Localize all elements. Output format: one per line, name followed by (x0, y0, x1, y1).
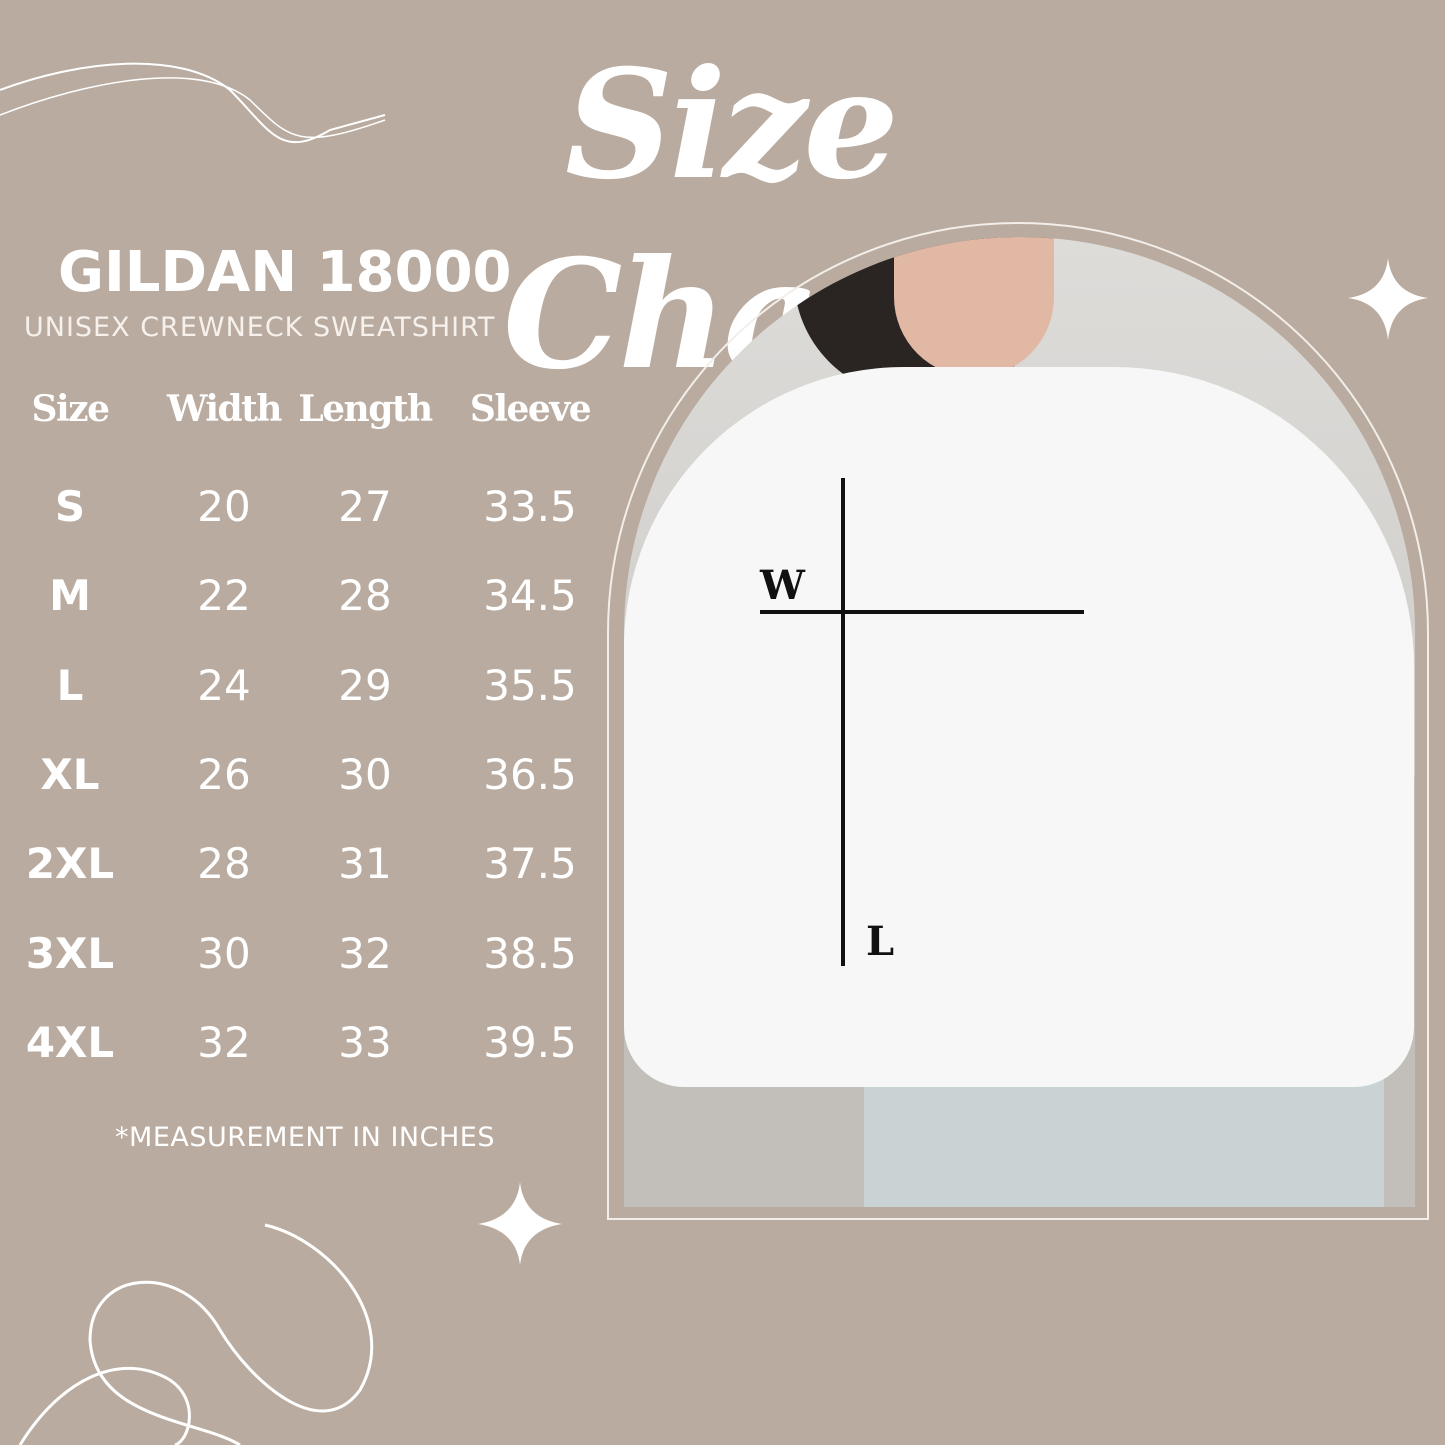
cell-width: 24 (197, 660, 251, 710)
cell-sleeve: 38.5 (483, 928, 577, 978)
measurement-note: *MEASUREMENT IN INCHES (115, 1122, 495, 1153)
width-measure-line (760, 610, 1084, 614)
cell-size: M (49, 571, 91, 621)
cell-sleeve: 36.5 (483, 749, 577, 799)
brand-model: GILDAN 18000 (58, 240, 512, 305)
face (894, 237, 1054, 377)
cell-width: 22 (197, 571, 251, 621)
cell-size: L (56, 660, 84, 710)
cell-length: 33 (338, 1017, 392, 1067)
cell-width: 32 (197, 1017, 251, 1067)
cell-width: 30 (197, 928, 251, 978)
header-sleeve: Sleeve (469, 388, 592, 430)
length-measure-line (841, 478, 845, 966)
cell-size: S (54, 482, 86, 531)
header-width: Width (167, 388, 282, 430)
sweatshirt (624, 367, 1414, 1087)
cell-size: XL (40, 749, 100, 799)
cell-length: 30 (338, 749, 392, 799)
cell-length: 31 (338, 839, 392, 889)
sparkle-icon (1348, 258, 1428, 340)
cell-sleeve: 39.5 (483, 1017, 577, 1067)
cell-size: 4XL (25, 1017, 115, 1067)
cell-length: 32 (338, 928, 392, 978)
cell-width: 26 (197, 749, 251, 799)
model-photo (624, 237, 1415, 1207)
cell-length: 28 (338, 571, 392, 621)
cell-sleeve: 35.5 (483, 660, 577, 710)
header-size: Size (31, 388, 110, 430)
arch-frame (607, 222, 1429, 1220)
cell-sleeve: 34.5 (483, 571, 577, 621)
cell-sleeve: 33.5 (483, 482, 577, 531)
sparkle-icon (478, 1182, 562, 1265)
length-label: L (866, 918, 895, 965)
cell-sleeve: 37.5 (483, 839, 577, 889)
cell-width: 20 (197, 482, 251, 531)
cell-width: 28 (197, 839, 251, 889)
cell-size: 3XL (25, 928, 115, 978)
header-length: Length (298, 388, 433, 430)
cell-length: 27 (338, 482, 392, 531)
product-subtitle: UNISEX CREWNECK SWEATSHIRT (24, 312, 496, 343)
width-label: W (760, 562, 805, 609)
cell-size: 2XL (25, 839, 115, 889)
cell-length: 29 (338, 660, 392, 710)
